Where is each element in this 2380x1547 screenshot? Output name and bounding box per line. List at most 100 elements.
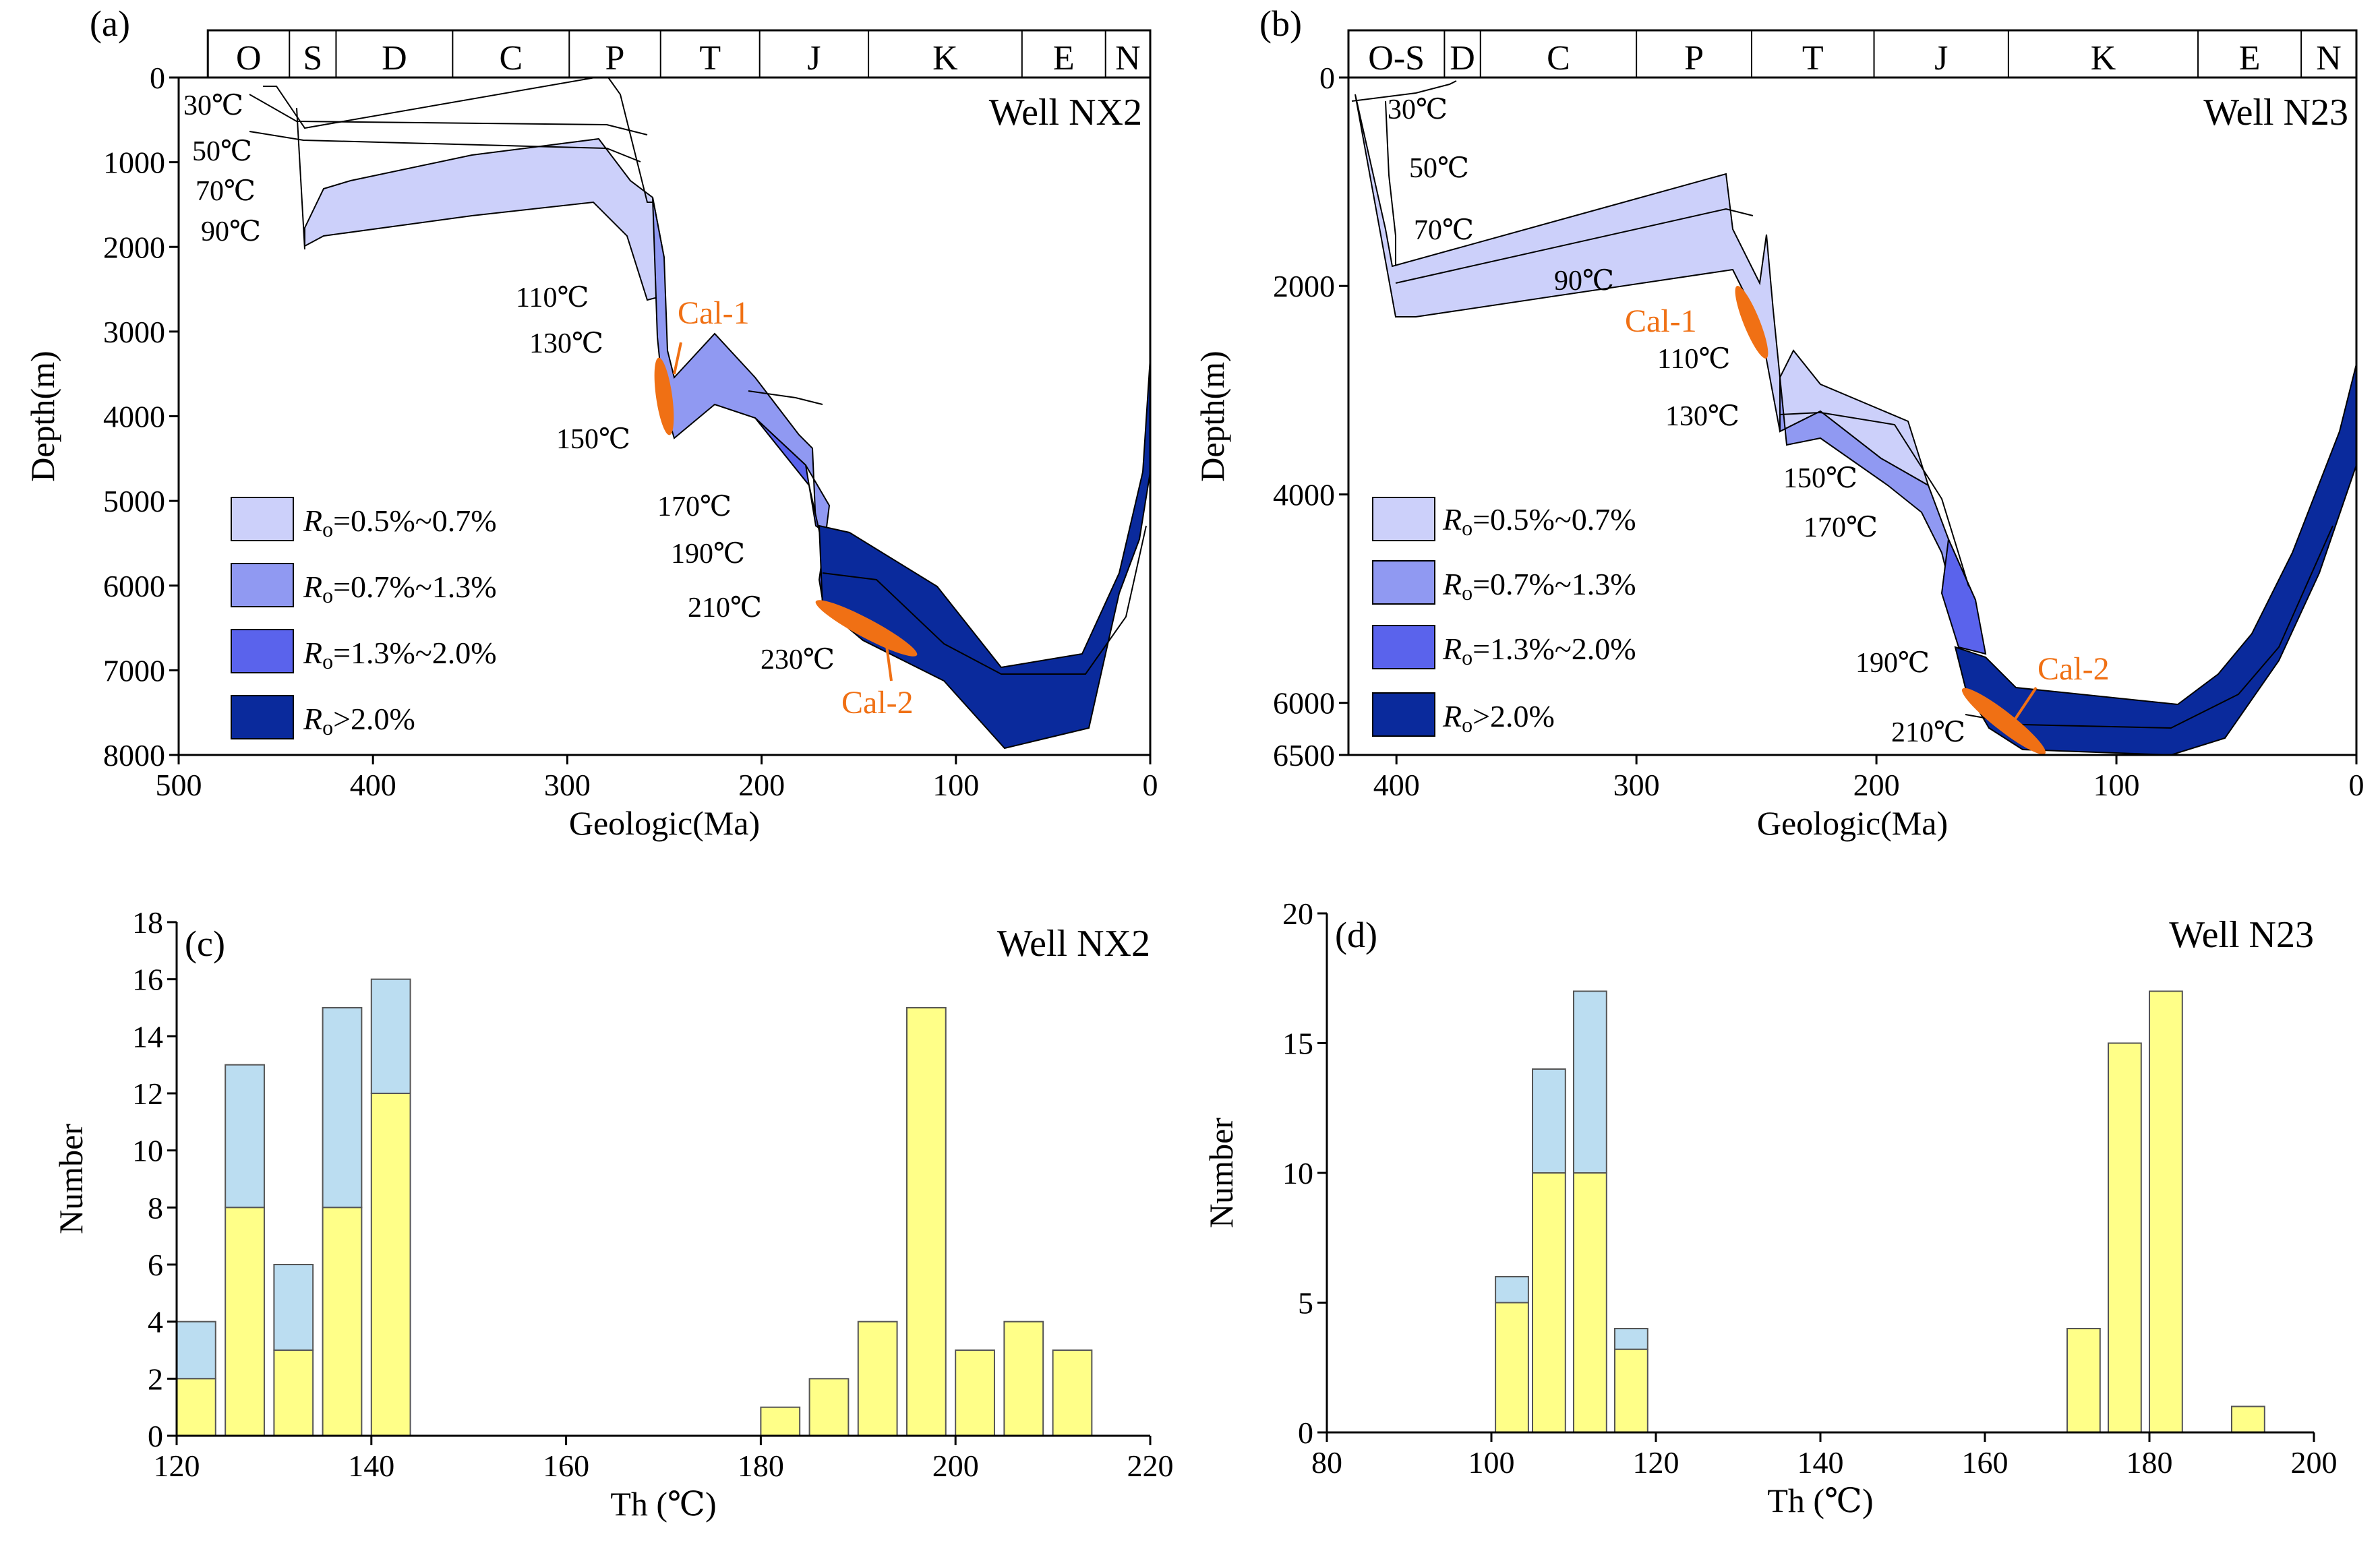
burial-ro-low-a — [304, 138, 665, 301]
x-tick-label-a: 200 — [738, 768, 785, 802]
legend-text-b: >2.0% — [1472, 699, 1555, 733]
legend-swatch-ro-high-a — [231, 629, 294, 673]
period-label-b: D — [1450, 39, 1475, 78]
x-tick-label-d: 180 — [2126, 1445, 2173, 1480]
y-tick-label-a: 5000 — [103, 484, 165, 518]
legend-sub-b: o — [1462, 516, 1472, 540]
y-tick-label-b: 6500 — [1273, 738, 1335, 772]
burial-ro-over-b — [1954, 363, 2357, 756]
burial-base-a — [296, 107, 305, 250]
x-tick-label-c: 180 — [738, 1449, 784, 1483]
chart-title-d: Well N23 — [2169, 914, 2314, 956]
y-tick-label-c: 4 — [148, 1305, 163, 1339]
burial-ro-mid-a — [652, 197, 831, 534]
legend-main-a: R — [303, 636, 322, 670]
legend-label-ro-over-a: Ro>2.0% — [303, 702, 415, 739]
legend-text-a: =0.5%~0.7% — [333, 504, 496, 538]
y-tick-label-a: 1000 — [103, 146, 165, 180]
bar-blue-d — [1614, 1328, 1648, 1350]
y-axis-title-c: Number — [52, 1124, 90, 1234]
y-tick-label-c: 0 — [148, 1419, 163, 1453]
panel-b-burial-history-n23: Cal-1 Cal-2 30℃ 50℃ 70℃ 90℃ 110℃ 130℃ 15… — [1193, 3, 2364, 842]
chart-title-c: Well NX2 — [997, 923, 1150, 965]
x-tick-label-d: 140 — [1797, 1445, 1844, 1480]
bar-yellow-c — [906, 1007, 947, 1436]
panel-label-b: (b) — [1259, 3, 1302, 44]
isotherm-label-b: 50℃ — [1409, 153, 1469, 184]
x-tick-label-d: 160 — [1962, 1445, 2009, 1480]
bar-blue-c — [176, 1321, 216, 1380]
bar-yellow-c — [176, 1378, 216, 1437]
legend-swatch-ro-over-a — [231, 695, 294, 739]
y-axis-title-a: Depth(m) — [24, 351, 61, 481]
chart-title-a: Well NX2 — [989, 92, 1142, 133]
y-tick-label-c: 10 — [132, 1134, 163, 1168]
y-tick-label-d: 10 — [1282, 1156, 1313, 1190]
burial-deep-line-a — [748, 390, 823, 405]
x-tick-label-b: 400 — [1373, 768, 1420, 802]
period-label-a: D — [382, 39, 407, 78]
isotherm-labels-b: 30℃ 50℃ 70℃ 90℃ 110℃ 130℃ 150℃ 170℃ 190℃… — [1388, 94, 1965, 748]
bar-blue-d — [1573, 990, 1607, 1174]
legend-main-a: R — [303, 504, 322, 538]
burial-line-b1 — [1351, 80, 1457, 102]
bar-yellow-c — [857, 1321, 898, 1436]
legend-sub-b: o — [1462, 645, 1472, 669]
isotherm-label-a: 230℃ — [761, 644, 835, 675]
y-tick-label-a: 4000 — [103, 400, 165, 434]
isotherm-label-a: 70℃ — [196, 176, 256, 207]
y-tick-label-c: 12 — [132, 1076, 163, 1111]
x-tick-label-a: 100 — [932, 768, 979, 802]
period-label-a: J — [807, 39, 821, 78]
period-label-b: N — [2316, 39, 2342, 78]
isotherm-label-b: 70℃ — [1414, 215, 1474, 246]
y-tick-label-b: 0 — [1319, 61, 1335, 95]
bar-blue-d — [1532, 1068, 1566, 1174]
bar-blue-c — [273, 1264, 314, 1351]
panel-label-a: (a) — [90, 3, 130, 44]
bar-yellow-c — [1052, 1349, 1093, 1436]
legend-swatch-ro-over-b — [1372, 692, 1435, 737]
calcite-cal-1-b — [1735, 286, 1768, 359]
x-axis-title-b: Geologic(Ma) — [1757, 804, 1948, 842]
isotherm-label-a: 190℃ — [671, 539, 745, 570]
period-label-a: K — [932, 39, 958, 78]
isotherm-label-b: 110℃ — [1657, 344, 1730, 375]
panel-d-histogram-n23: 80 100 120 140 160 180 200 0 5 10 15 20 Th (℃) Number… — [1202, 897, 2338, 1519]
bar-blue-d — [1495, 1276, 1529, 1304]
legend-main-b: R — [1442, 699, 1462, 733]
period-label-a: T — [699, 39, 721, 78]
burial-line-b3 — [1395, 208, 1754, 284]
bar-yellow-d — [1573, 1172, 1607, 1433]
y-tick-label-b: 4000 — [1273, 477, 1335, 512]
period-label-a: C — [499, 39, 523, 78]
cal-2-label-a: Cal-2 — [841, 685, 914, 721]
bar-yellow-d — [2066, 1328, 2101, 1433]
bar-yellow-d — [2149, 990, 2183, 1433]
period-label-a: S — [303, 39, 322, 78]
period-strip-b — [1347, 29, 2358, 79]
y-tick-label-a: 6000 — [103, 569, 165, 603]
y-tick-label-a: 0 — [150, 61, 165, 95]
legend-sub-a: o — [322, 583, 333, 607]
x-tick-label-b: 300 — [1613, 768, 1660, 802]
period-label-b: C — [1547, 39, 1570, 78]
x-tick-label-d: 120 — [1633, 1445, 1679, 1480]
isotherm-labels-a: 30℃ 50℃ 70℃ 90℃ 110℃ 130℃ 150℃ 170℃ 190℃… — [183, 90, 835, 675]
isotherm-label-a: 170℃ — [657, 491, 732, 522]
cal-2-leader-b — [2013, 686, 2037, 721]
x-tick-label-a: 500 — [156, 768, 202, 802]
y-tick-label-d: 5 — [1298, 1286, 1313, 1321]
bar-yellow-c — [322, 1207, 363, 1437]
bar-yellow-c — [370, 1093, 411, 1436]
bar-blue-c — [225, 1064, 265, 1209]
legend-text-b: =0.7%~1.3% — [1472, 567, 1636, 601]
legend-sub-b: o — [1462, 580, 1472, 605]
y-tick-label-a: 7000 — [103, 653, 165, 688]
x-tick-label-c: 220 — [1127, 1449, 1174, 1483]
y-tick-label-d: 20 — [1282, 897, 1313, 931]
legend-main-b: R — [1442, 502, 1462, 537]
burial-ro-high-b — [1940, 537, 1987, 655]
panel-label-c: (c) — [185, 923, 225, 964]
